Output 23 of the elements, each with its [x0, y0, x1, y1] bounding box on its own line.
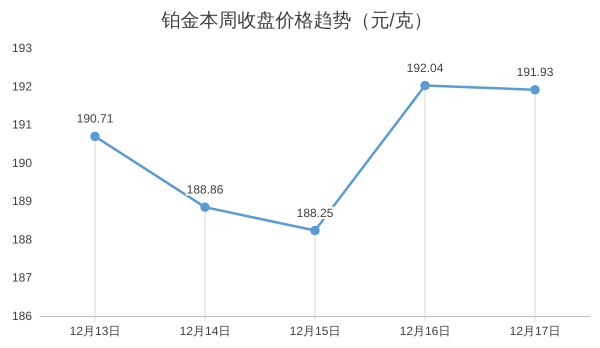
y-tick-label: 190: [12, 156, 32, 170]
point: [90, 132, 100, 142]
y-tick-label: 186: [12, 308, 32, 323]
x-tick-label: 12月16日: [400, 324, 450, 338]
data-label: 191.93: [516, 65, 554, 80]
y-tick-label: 187: [12, 270, 32, 285]
data-label: 188.86: [186, 182, 224, 196]
data-label: 192.04: [406, 60, 444, 75]
y-tick-label: 188: [12, 232, 32, 246]
x-tick-label: 12月14日: [180, 324, 230, 338]
y-tick-label: 189: [12, 194, 32, 208]
point: [530, 84, 540, 94]
point: [420, 80, 430, 90]
point: [310, 226, 320, 236]
chart-title: 铂金本周收盘价格趋势（元/克）: [160, 10, 433, 32]
x-tick-label: 12月17日: [510, 324, 560, 338]
y-tick-label: 192: [12, 79, 32, 94]
point: [200, 202, 210, 212]
x-tick-label: 12月13日: [70, 324, 120, 338]
data-label: 190.71: [76, 112, 114, 126]
y-tick-label: 191: [12, 118, 32, 132]
x-tick-label: 12月15日: [290, 324, 340, 338]
y-tick-label: 193: [12, 41, 32, 56]
